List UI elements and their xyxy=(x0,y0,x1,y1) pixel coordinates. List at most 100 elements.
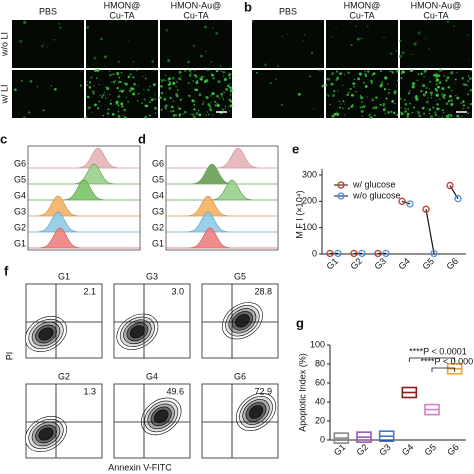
cell-speck xyxy=(168,81,172,84)
cell-speck xyxy=(177,42,179,44)
cell-speck xyxy=(343,74,345,76)
cell-speck xyxy=(105,97,107,99)
cell-speck xyxy=(447,116,450,119)
cell-speck xyxy=(150,98,154,102)
micrograph xyxy=(12,20,84,68)
density-contour xyxy=(153,409,169,424)
cell-speck xyxy=(467,80,470,83)
cell-speck xyxy=(143,89,145,91)
cell-speck xyxy=(123,89,125,91)
cell-speck xyxy=(127,100,130,103)
cell-speck xyxy=(380,70,382,73)
cell-speck xyxy=(23,116,26,119)
plot-title: G2 xyxy=(58,371,70,381)
data-point xyxy=(422,205,430,213)
cell-speck xyxy=(107,108,110,111)
cell-speck xyxy=(344,103,346,105)
cell-speck xyxy=(336,111,338,113)
cell-speck xyxy=(361,105,364,108)
cell-speck xyxy=(40,45,44,48)
cell-speck xyxy=(388,89,390,91)
cell-speck xyxy=(124,116,127,119)
cell-speck xyxy=(53,38,56,41)
cell-speck xyxy=(349,87,352,91)
cell-speck xyxy=(442,95,445,98)
cell-speck xyxy=(445,79,448,82)
cell-speck xyxy=(200,77,203,81)
cell-speck xyxy=(450,99,453,102)
cell-speck xyxy=(201,102,205,106)
cell-speck xyxy=(178,77,182,81)
cell-speck xyxy=(396,113,399,116)
cell-speck xyxy=(148,114,151,117)
cell-speck xyxy=(220,92,224,96)
cell-speck xyxy=(216,103,220,108)
cell-speck xyxy=(264,63,267,67)
cell-speck xyxy=(412,69,414,71)
cell-speck xyxy=(424,91,428,94)
cell-speck xyxy=(97,107,100,110)
cell-speck xyxy=(429,115,434,119)
cell-speck xyxy=(229,83,231,85)
cell-speck xyxy=(125,82,128,86)
cell-speck xyxy=(422,84,426,88)
cell-speck xyxy=(359,106,362,109)
cell-speck xyxy=(361,115,363,117)
cell-speck xyxy=(384,76,388,80)
cell-speck xyxy=(193,73,196,77)
cell-speck xyxy=(198,93,202,97)
cell-speck xyxy=(167,59,170,62)
y-tick-label: 100 xyxy=(302,222,317,232)
cell-speck xyxy=(367,70,370,73)
cell-speck xyxy=(401,51,405,55)
cell-speck xyxy=(192,115,196,119)
cell-speck xyxy=(369,113,371,115)
cell-speck xyxy=(194,69,196,72)
cell-speck xyxy=(86,81,88,83)
cell-speck xyxy=(132,92,136,96)
cell-speck xyxy=(448,113,451,116)
cell-speck xyxy=(468,59,470,62)
cell-speck xyxy=(179,98,182,101)
column-header: HMON@ xyxy=(104,0,141,10)
cell-speck xyxy=(410,69,413,73)
cell-speck xyxy=(209,108,211,110)
cell-speck xyxy=(172,81,176,85)
quadrant-value: 2.1 xyxy=(83,286,96,296)
cell-speck xyxy=(127,40,129,42)
cell-speck xyxy=(255,71,258,74)
cell-speck xyxy=(252,20,254,23)
cell-speck xyxy=(467,112,469,115)
cell-speck xyxy=(437,85,440,89)
cell-speck xyxy=(229,86,232,89)
cell-speck xyxy=(382,104,385,107)
cell-speck xyxy=(114,79,117,82)
cell-speck xyxy=(325,93,328,96)
cell-speck xyxy=(389,70,391,73)
plot-title: G1 xyxy=(58,271,70,281)
y-tick-label: 100 xyxy=(310,339,325,349)
cell-speck xyxy=(219,98,221,100)
column-header: Cu-TA xyxy=(423,10,448,20)
cell-speck xyxy=(188,94,190,97)
cell-speck xyxy=(184,70,186,72)
cell-speck xyxy=(363,81,366,84)
cell-speck xyxy=(96,68,100,72)
y-tick-label: 20 xyxy=(315,415,325,425)
cell-speck xyxy=(412,82,416,85)
cell-speck xyxy=(435,78,440,82)
cell-speck xyxy=(222,75,225,77)
cell-speck xyxy=(383,88,387,91)
row-label: w/ LI xyxy=(0,84,9,104)
cell-speck xyxy=(109,102,112,105)
histogram-curve xyxy=(27,195,140,217)
cell-speck xyxy=(216,102,218,104)
cell-speck xyxy=(19,39,23,43)
cell-speck xyxy=(361,101,363,104)
cell-speck xyxy=(453,25,455,27)
cell-speck xyxy=(113,81,115,83)
cell-speck xyxy=(327,94,330,97)
cell-speck xyxy=(359,95,362,97)
cell-speck xyxy=(119,89,121,91)
cell-speck xyxy=(159,78,162,80)
